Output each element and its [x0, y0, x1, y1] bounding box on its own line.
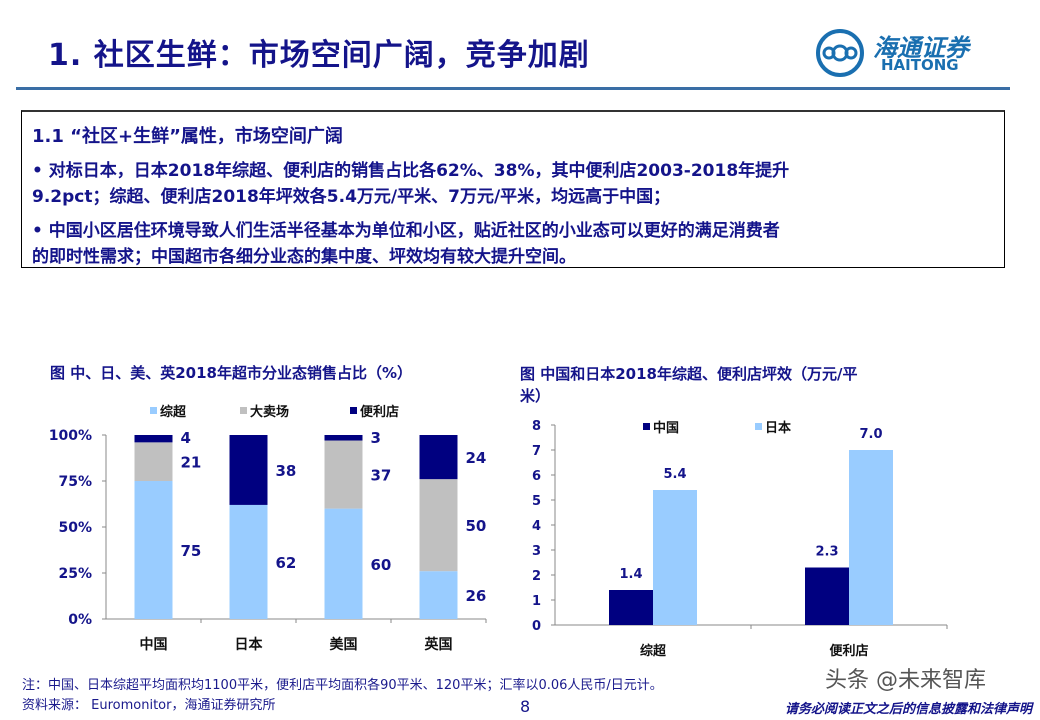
bar-segment-大卖场: [419, 479, 458, 572]
data-label: 60: [371, 556, 392, 574]
data-label: 2.3: [815, 545, 838, 560]
y-tick-label: 2: [532, 569, 541, 584]
data-label: 75: [181, 542, 202, 560]
legend-swatch: [240, 407, 247, 414]
legend-swatch: [150, 407, 157, 414]
x-tick-label: 美国: [330, 636, 358, 653]
legend-label: 日本: [765, 420, 791, 436]
y-tick-label: 75%: [58, 474, 92, 490]
bar-segment-综超: [134, 481, 173, 619]
x-tick-label: 英国: [424, 636, 453, 653]
footnote: 注：中国、日本综超平均面积均1100平米，便利店平均面积各90平米、120平米；…: [22, 678, 663, 693]
bar-segment-便利店: [229, 435, 268, 505]
chart1-stacked-bar: 0% 25% 50% 75% 100% 75 21 4 中国 62 38 日本 60 37 3 美国 26 50 2…: [49, 404, 487, 653]
y-tick-label: 7: [532, 444, 541, 459]
bullet-1-line-2: 9.2pct；综超、便利店2018年坪效各5.4万元/平米、7万元/平米，均远高…: [32, 187, 671, 207]
y-tick-label: 100%: [49, 428, 92, 444]
y-tick-label: 1: [532, 594, 541, 609]
data-label: 3: [371, 429, 381, 447]
y-tick-label: 0%: [68, 612, 92, 628]
x-tick-label: 中国: [140, 636, 168, 653]
bar-日本: [653, 490, 697, 625]
legend-label: 中国: [653, 420, 679, 436]
bullet-2-line-2: 的即时性需求；中国超市各细分业态的集中度、坪效均有较大提升空间。: [32, 247, 576, 267]
disclaimer: 请务必阅读正文之后的信息披露和法律声明: [784, 702, 1032, 717]
haitong-logo: 海通证券 HAITONG: [815, 28, 1005, 78]
legend-label: 综超: [160, 404, 187, 420]
chart2-grouped-bar: 0 1 2 3 4 5 6 7 8 1.4 5.4 综超 2.3 7.0 便利店 中国 日本: [532, 419, 948, 659]
bar-segment-综超: [324, 508, 363, 619]
data-label: 4: [181, 429, 191, 447]
legend-swatch: [350, 407, 357, 414]
data-label: 50: [466, 517, 487, 535]
bar-segment-便利店: [419, 435, 458, 480]
data-label: 26: [466, 587, 487, 605]
data-label: 1.4: [619, 567, 642, 582]
y-tick-label: 4: [532, 519, 541, 534]
legend-label: 大卖场: [250, 404, 289, 420]
x-tick-label: 便利店: [829, 643, 868, 659]
bar-segment-综超: [419, 571, 458, 619]
data-label: 38: [276, 462, 297, 480]
bar-segment-综超: [229, 504, 268, 619]
data-label: 24: [466, 449, 487, 467]
chart1-title: 图 中、日、美、英2018年超市分业态销售占比（%）: [50, 364, 413, 382]
bullet-1-line-1: • 对标日本，日本2018年综超、便利店的销售占比各62%、38%，其中便利店2…: [32, 161, 790, 181]
summary-box: 1.1 “社区+生鲜”属性，市场空间广阔 • 对标日本，日本2018年综超、便利…: [21, 110, 1005, 268]
data-label: 5.4: [663, 467, 686, 482]
source: 资料来源： Euromonitor，海通证券研究所: [22, 698, 276, 713]
chart2-title-line-1: 图 中国和日本2018年综超、便利店坪效（万元/平: [520, 365, 858, 383]
data-label: 7.0: [859, 427, 882, 442]
x-tick-label: 综超: [640, 643, 667, 659]
page-number: 8: [520, 697, 531, 716]
legend-swatch: [755, 423, 762, 430]
bar-segment-大卖场: [324, 440, 363, 509]
y-tick-label: 6: [532, 469, 541, 484]
bar-中国: [805, 567, 849, 625]
header-divider: [16, 87, 1010, 90]
data-label: 62: [276, 554, 297, 572]
bar-中国: [609, 590, 653, 625]
logo-text-cn: 海通证券: [873, 34, 969, 62]
page-title: 1. 社区生鲜：市场空间广阔，竞争加剧: [48, 38, 590, 73]
y-tick-label: 3: [532, 544, 541, 559]
logo-text-en: HAITONG: [881, 56, 959, 74]
x-tick-label: 日本: [235, 636, 264, 653]
summary-heading: 1.1 “社区+生鲜”属性，市场空间广阔: [32, 126, 343, 147]
legend-label: 便利店: [360, 404, 399, 420]
y-tick-label: 0: [532, 619, 541, 634]
bar-segment-大卖场: [134, 442, 173, 481]
y-tick-label: 5: [532, 494, 541, 509]
bullet-2-line-1: • 中国小区居住环境导致人们生活半径基本为单位和小区，贴近社区的小业态可以更好的…: [32, 221, 780, 241]
chart2-title-line-2: 米）: [520, 387, 551, 405]
watermark: 头条 @未来智库: [825, 668, 986, 693]
bar-日本: [849, 450, 893, 625]
y-tick-label: 8: [532, 419, 541, 434]
legend-swatch: [643, 423, 650, 430]
bar-segment-便利店: [134, 435, 173, 443]
y-tick-label: 50%: [58, 520, 92, 536]
y-tick-label: 25%: [58, 566, 92, 582]
bar-segment-便利店: [324, 435, 363, 441]
haitong-emblem-icon: [816, 29, 864, 77]
data-label: 37: [371, 467, 392, 485]
data-label: 21: [181, 454, 202, 472]
